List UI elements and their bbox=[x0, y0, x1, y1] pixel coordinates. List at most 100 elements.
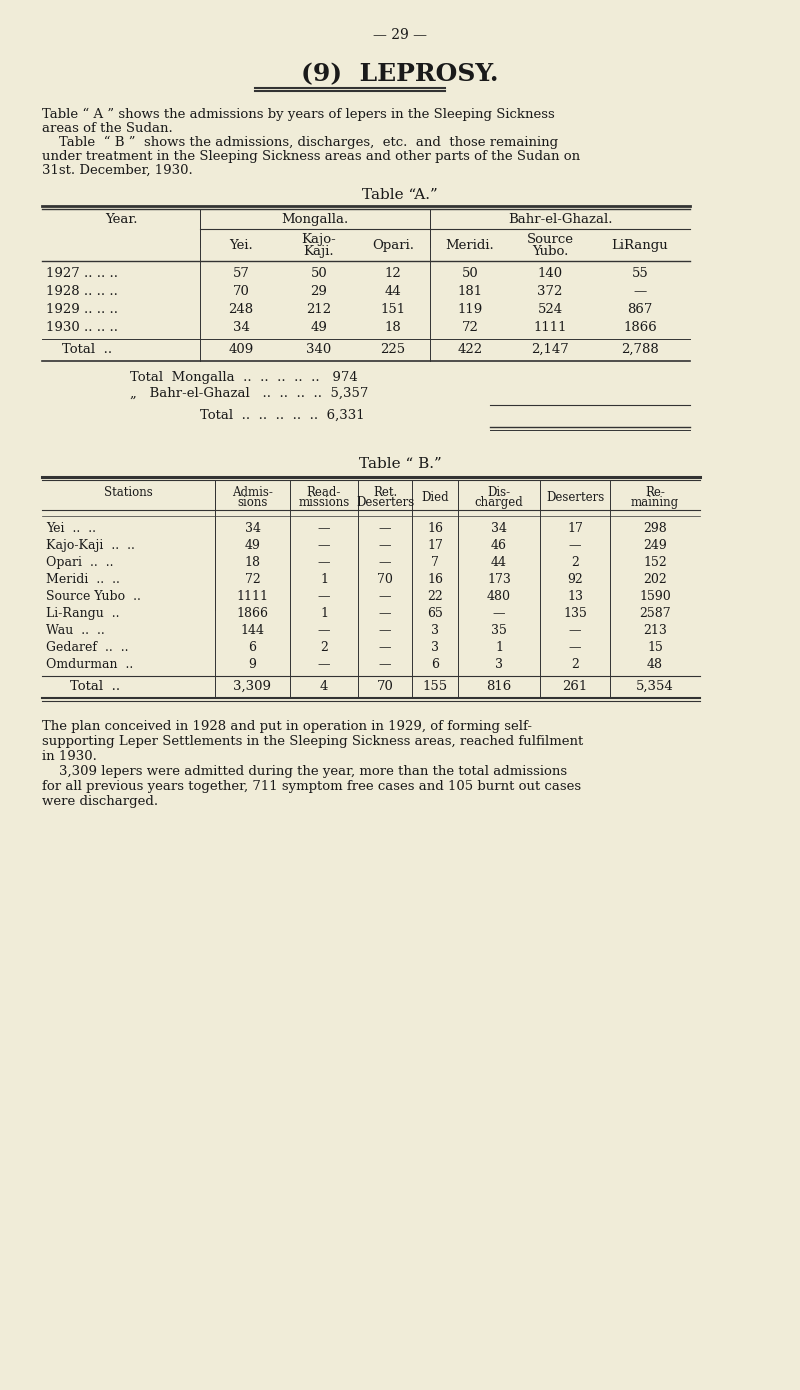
Text: 7: 7 bbox=[431, 556, 439, 569]
Text: —: — bbox=[569, 641, 582, 655]
Text: sions: sions bbox=[238, 496, 268, 509]
Text: Omdurman  ..: Omdurman .. bbox=[46, 657, 134, 671]
Text: —: — bbox=[318, 523, 330, 535]
Text: 57: 57 bbox=[233, 267, 250, 279]
Text: supporting Leper Settlements in the Sleeping Sickness areas, reached fulfilment: supporting Leper Settlements in the Slee… bbox=[42, 735, 583, 748]
Text: 1930 .. .. ..: 1930 .. .. .. bbox=[46, 321, 118, 334]
Text: 18: 18 bbox=[385, 321, 402, 334]
Text: 1590: 1590 bbox=[639, 589, 671, 603]
Text: 13: 13 bbox=[567, 589, 583, 603]
Text: Li-Rangu  ..: Li-Rangu .. bbox=[46, 607, 119, 620]
Text: Total  ..  ..  ..  ..  ..  6,331: Total .. .. .. .. .. 6,331 bbox=[200, 409, 365, 423]
Text: —: — bbox=[378, 624, 391, 637]
Text: 22: 22 bbox=[427, 589, 443, 603]
Text: Meridi.: Meridi. bbox=[446, 239, 494, 252]
Text: 3: 3 bbox=[431, 624, 439, 637]
Text: 18: 18 bbox=[245, 556, 261, 569]
Text: 1111: 1111 bbox=[237, 589, 269, 603]
Text: Deserters: Deserters bbox=[356, 496, 414, 509]
Text: Mongalla.: Mongalla. bbox=[282, 213, 349, 227]
Text: Yei  ..  ..: Yei .. .. bbox=[46, 523, 96, 535]
Text: 524: 524 bbox=[538, 303, 562, 316]
Text: 2: 2 bbox=[571, 657, 579, 671]
Text: 2: 2 bbox=[571, 556, 579, 569]
Text: 135: 135 bbox=[563, 607, 587, 620]
Text: Admis-: Admis- bbox=[232, 486, 273, 499]
Text: 70: 70 bbox=[377, 573, 393, 587]
Text: —: — bbox=[318, 657, 330, 671]
Text: 17: 17 bbox=[567, 523, 583, 535]
Text: 16: 16 bbox=[427, 573, 443, 587]
Text: —: — bbox=[569, 539, 582, 552]
Text: 44: 44 bbox=[491, 556, 507, 569]
Text: maining: maining bbox=[631, 496, 679, 509]
Text: Table “ A ” shows the admissions by years of lepers in the Sleeping Sickness: Table “ A ” shows the admissions by year… bbox=[42, 108, 554, 121]
Text: 422: 422 bbox=[458, 343, 482, 356]
Text: —: — bbox=[569, 624, 582, 637]
Text: 3: 3 bbox=[495, 657, 503, 671]
Text: 248: 248 bbox=[229, 303, 254, 316]
Text: 5,354: 5,354 bbox=[636, 680, 674, 694]
Text: Wau  ..  ..: Wau .. .. bbox=[46, 624, 105, 637]
Text: 298: 298 bbox=[643, 523, 667, 535]
Text: Source: Source bbox=[526, 234, 574, 246]
Text: 49: 49 bbox=[310, 321, 327, 334]
Text: — 29 —: — 29 — bbox=[373, 28, 427, 42]
Text: Yei.: Yei. bbox=[229, 239, 253, 252]
Text: 867: 867 bbox=[627, 303, 653, 316]
Text: —: — bbox=[378, 641, 391, 655]
Text: 2,147: 2,147 bbox=[531, 343, 569, 356]
Text: 70: 70 bbox=[377, 680, 394, 694]
Text: 480: 480 bbox=[487, 589, 511, 603]
Text: —: — bbox=[634, 285, 646, 297]
Text: Table “ B.”: Table “ B.” bbox=[358, 457, 442, 471]
Text: 1: 1 bbox=[320, 607, 328, 620]
Text: Total  ..: Total .. bbox=[62, 343, 112, 356]
Text: Bahr-el-Ghazal.: Bahr-el-Ghazal. bbox=[508, 213, 612, 227]
Text: under treatment in the Sleeping Sickness areas and other parts of the Sudan on: under treatment in the Sleeping Sickness… bbox=[42, 150, 580, 163]
Text: 4: 4 bbox=[320, 680, 328, 694]
Text: (9)  LEPROSY.: (9) LEPROSY. bbox=[302, 63, 498, 86]
Text: 92: 92 bbox=[567, 573, 583, 587]
Text: —: — bbox=[493, 607, 506, 620]
Text: LiRangu: LiRangu bbox=[612, 239, 668, 252]
Text: The plan conceived in 1928 and put in operation in 1929, of forming self-: The plan conceived in 1928 and put in op… bbox=[42, 720, 532, 733]
Text: Table  “ B ”  shows the admissions, discharges,  etc.  and  those remaining: Table “ B ” shows the admissions, discha… bbox=[42, 136, 558, 149]
Text: 29: 29 bbox=[310, 285, 327, 297]
Text: —: — bbox=[378, 607, 391, 620]
Text: —: — bbox=[318, 624, 330, 637]
Text: 44: 44 bbox=[385, 285, 402, 297]
Text: Total  Mongalla  ..  ..  ..  ..  ..   974: Total Mongalla .. .. .. .. .. 974 bbox=[130, 371, 358, 384]
Text: —: — bbox=[378, 657, 391, 671]
Text: —: — bbox=[378, 523, 391, 535]
Text: were discharged.: were discharged. bbox=[42, 795, 158, 808]
Text: 6: 6 bbox=[431, 657, 439, 671]
Text: 50: 50 bbox=[310, 267, 327, 279]
Text: 409: 409 bbox=[228, 343, 254, 356]
Text: 340: 340 bbox=[306, 343, 332, 356]
Text: 2: 2 bbox=[320, 641, 328, 655]
Text: —: — bbox=[318, 589, 330, 603]
Text: 249: 249 bbox=[643, 539, 667, 552]
Text: 1929 .. .. ..: 1929 .. .. .. bbox=[46, 303, 118, 316]
Text: —: — bbox=[378, 556, 391, 569]
Text: 9: 9 bbox=[249, 657, 257, 671]
Text: Table “A.”: Table “A.” bbox=[362, 188, 438, 202]
Text: Kajo-Kaji  ..  ..: Kajo-Kaji .. .. bbox=[46, 539, 135, 552]
Text: „   Bahr-el-Ghazal   ..  ..  ..  ..  5,357: „ Bahr-el-Ghazal .. .. .. .. 5,357 bbox=[130, 386, 368, 400]
Text: 144: 144 bbox=[241, 624, 265, 637]
Text: 50: 50 bbox=[462, 267, 478, 279]
Text: 72: 72 bbox=[462, 321, 478, 334]
Text: Kaji.: Kaji. bbox=[304, 245, 334, 259]
Text: Meridi  ..  ..: Meridi .. .. bbox=[46, 573, 120, 587]
Text: 31st. December, 1930.: 31st. December, 1930. bbox=[42, 164, 193, 177]
Text: 1111: 1111 bbox=[534, 321, 566, 334]
Text: 2,788: 2,788 bbox=[621, 343, 659, 356]
Text: 1: 1 bbox=[320, 573, 328, 587]
Text: 1866: 1866 bbox=[237, 607, 269, 620]
Text: 202: 202 bbox=[643, 573, 667, 587]
Text: 181: 181 bbox=[458, 285, 482, 297]
Text: 1: 1 bbox=[495, 641, 503, 655]
Text: 16: 16 bbox=[427, 523, 443, 535]
Text: Total  ..: Total .. bbox=[70, 680, 120, 694]
